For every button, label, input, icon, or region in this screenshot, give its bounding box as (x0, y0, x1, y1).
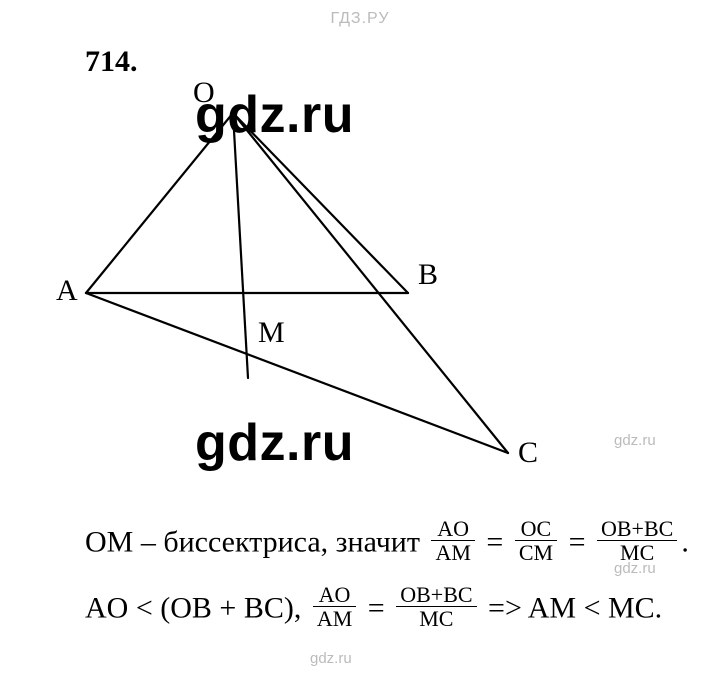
frac-num: OB+BC (597, 517, 677, 541)
frac-den: AM (313, 607, 356, 630)
label-O: O (193, 76, 215, 110)
diagram-svg (78, 78, 578, 498)
watermark-small-3: gdz.ru (310, 650, 352, 667)
label-C: C (518, 436, 538, 470)
frac-den: AM (431, 541, 474, 564)
frac-num: AO (431, 517, 474, 541)
equals-1: = (486, 526, 503, 559)
equals-2: = (569, 526, 586, 559)
watermark-small-1: gdz.ru (614, 432, 656, 449)
frac-den: MC (597, 541, 677, 564)
label-B: B (418, 258, 438, 292)
line1-prefix: OM – биссектриса, значит (85, 526, 420, 559)
fraction-OBBC-MC: OB+BC MC (597, 517, 677, 564)
triangle-diagram: O A B C M (78, 78, 578, 498)
fraction2-OBBC-MC: OB+BC MC (396, 583, 476, 630)
line2-prefix: AO < (OB + BC), (85, 592, 301, 625)
solution-line-2: AO < (OB + BC), AO AM = OB+BC MC => AM <… (85, 585, 662, 632)
fraction2-AO-AM: AO AM (313, 583, 356, 630)
solution-line-1: OM – биссектриса, значит AO AM = OC CM =… (85, 519, 689, 566)
equals-3: = (368, 592, 385, 625)
problem-number: 714. (85, 45, 138, 79)
fraction-OC-CM: OC CM (515, 517, 557, 564)
line1-suffix: . (681, 526, 689, 559)
frac-den: MC (396, 607, 476, 630)
label-A: A (56, 274, 78, 308)
line2-implies: => AM < MC. (488, 592, 662, 625)
frac-num: OC (515, 517, 557, 541)
label-M: M (258, 316, 285, 350)
fraction-AO-AM: AO AM (431, 517, 474, 564)
frac-num: AO (313, 583, 356, 607)
frac-num: OB+BC (396, 583, 476, 607)
frac-den: CM (515, 541, 557, 564)
site-header: ГДЗ.РУ (330, 10, 389, 28)
